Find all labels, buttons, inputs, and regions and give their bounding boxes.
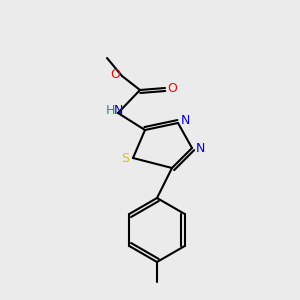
Text: H: H	[105, 104, 115, 118]
Text: N: N	[113, 104, 123, 118]
Text: S: S	[121, 152, 129, 164]
Text: O: O	[167, 82, 177, 94]
Text: N: N	[195, 142, 205, 154]
Text: O: O	[110, 68, 120, 80]
Text: N: N	[180, 115, 190, 128]
